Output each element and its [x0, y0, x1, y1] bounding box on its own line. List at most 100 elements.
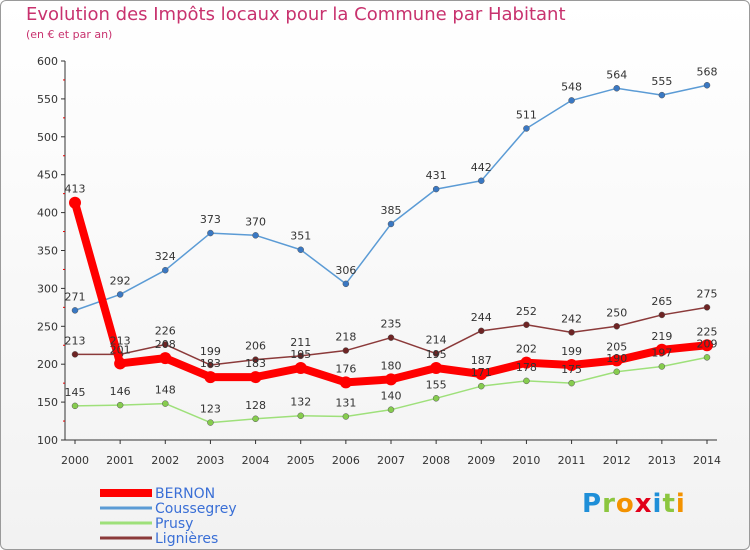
data-point	[159, 352, 172, 365]
data-label: 511	[516, 108, 537, 121]
data-point	[703, 354, 711, 361]
data-label: 208	[155, 338, 176, 351]
data-point	[252, 232, 259, 239]
data-point	[297, 352, 304, 360]
x-tick-label: 2013	[648, 454, 676, 467]
logo-letter: P	[582, 489, 603, 519]
data-label: 225	[697, 325, 718, 338]
data-point	[71, 351, 79, 358]
data-label: 128	[245, 399, 266, 412]
legend-entry: Lignières	[155, 531, 218, 547]
data-point	[430, 361, 443, 374]
data-label: 271	[65, 290, 86, 303]
data-point	[385, 373, 397, 386]
data-label: 250	[606, 306, 627, 319]
data-point	[475, 368, 488, 381]
legend-entry: Coussegrey	[155, 501, 237, 517]
data-label: 145	[65, 386, 86, 399]
data-point	[478, 382, 485, 390]
data-point	[523, 321, 530, 329]
data-point	[69, 196, 81, 209]
data-point	[523, 377, 530, 385]
y-tick-label: 550	[37, 93, 58, 106]
data-label: 202	[516, 343, 537, 356]
data-point	[703, 82, 711, 89]
data-point	[655, 343, 668, 356]
data-label: 140	[381, 390, 402, 403]
data-label: 213	[110, 334, 131, 347]
data-point	[162, 341, 169, 348]
data-label: 218	[335, 331, 356, 344]
data-label: 171	[471, 366, 492, 379]
x-tick-label: 2001	[106, 454, 134, 467]
y-tick-label: 350	[37, 245, 58, 258]
data-point	[342, 280, 350, 288]
logo-letter: x	[634, 489, 653, 519]
x-tick-label: 2011	[558, 454, 586, 467]
data-label: 180	[381, 359, 402, 372]
data-label: 211	[290, 336, 311, 349]
data-label: 199	[200, 345, 221, 358]
data-label: 226	[155, 324, 176, 337]
x-tick-label: 2012	[603, 454, 631, 467]
y-tick-label: 450	[37, 169, 58, 182]
proxiti-logo: Proxiti	[582, 489, 686, 519]
data-label: 209	[697, 337, 718, 350]
data-point	[432, 350, 440, 357]
data-label: 183	[200, 357, 221, 370]
logo-letter: i	[675, 489, 686, 519]
chart-subtitle: (en € et par an)	[26, 28, 113, 41]
data-point	[294, 361, 307, 374]
data-label: 306	[335, 264, 356, 277]
data-label: 190	[606, 352, 627, 365]
data-label: 292	[110, 274, 131, 287]
data-label: 213	[65, 334, 86, 347]
data-label: 195	[290, 348, 311, 361]
y-tick-label: 250	[37, 320, 58, 333]
x-tick-label: 2005	[287, 454, 315, 467]
data-point	[387, 334, 395, 341]
data-point	[162, 266, 169, 274]
data-point	[658, 363, 666, 370]
data-point	[252, 356, 259, 363]
data-label: 252	[516, 305, 537, 318]
data-label: 351	[290, 230, 311, 243]
data-label: 176	[335, 362, 356, 375]
data-label: 442	[471, 161, 492, 174]
data-label: 183	[245, 357, 266, 370]
x-tick-label: 2014	[693, 454, 721, 467]
x-tick-label: 2008	[422, 454, 450, 467]
logo-letter: o	[615, 489, 635, 519]
data-point	[71, 402, 79, 410]
data-label: 265	[651, 295, 672, 308]
data-label: 132	[290, 396, 311, 409]
data-label: 201	[110, 343, 131, 356]
logo-letter: i	[652, 489, 663, 519]
data-point	[568, 97, 575, 104]
data-point	[613, 85, 620, 92]
data-point	[432, 185, 440, 193]
data-label: 568	[697, 65, 718, 78]
data-point	[162, 400, 169, 407]
data-label: 206	[245, 340, 266, 353]
logo-letter: r	[602, 489, 616, 519]
data-point	[339, 376, 352, 389]
logo-letter: t	[662, 489, 676, 519]
data-label: 195	[426, 348, 447, 361]
y-tick-label: 100	[37, 434, 58, 447]
x-tick-label: 2004	[242, 454, 270, 467]
data-point	[565, 358, 578, 371]
y-tick-label: 200	[37, 358, 58, 371]
data-point	[613, 323, 620, 330]
data-point	[658, 311, 666, 319]
data-point	[249, 371, 262, 384]
data-point	[520, 356, 533, 369]
data-label: 564	[606, 68, 627, 81]
data-point	[432, 395, 440, 402]
data-label: 413	[65, 183, 86, 196]
legend-entry: Prusy	[155, 516, 193, 532]
data-point	[387, 220, 395, 228]
x-tick-label: 2000	[61, 454, 89, 467]
chart-title: Evolution des Impôts locaux pour la Comm…	[26, 4, 566, 25]
data-label: 131	[335, 397, 356, 410]
